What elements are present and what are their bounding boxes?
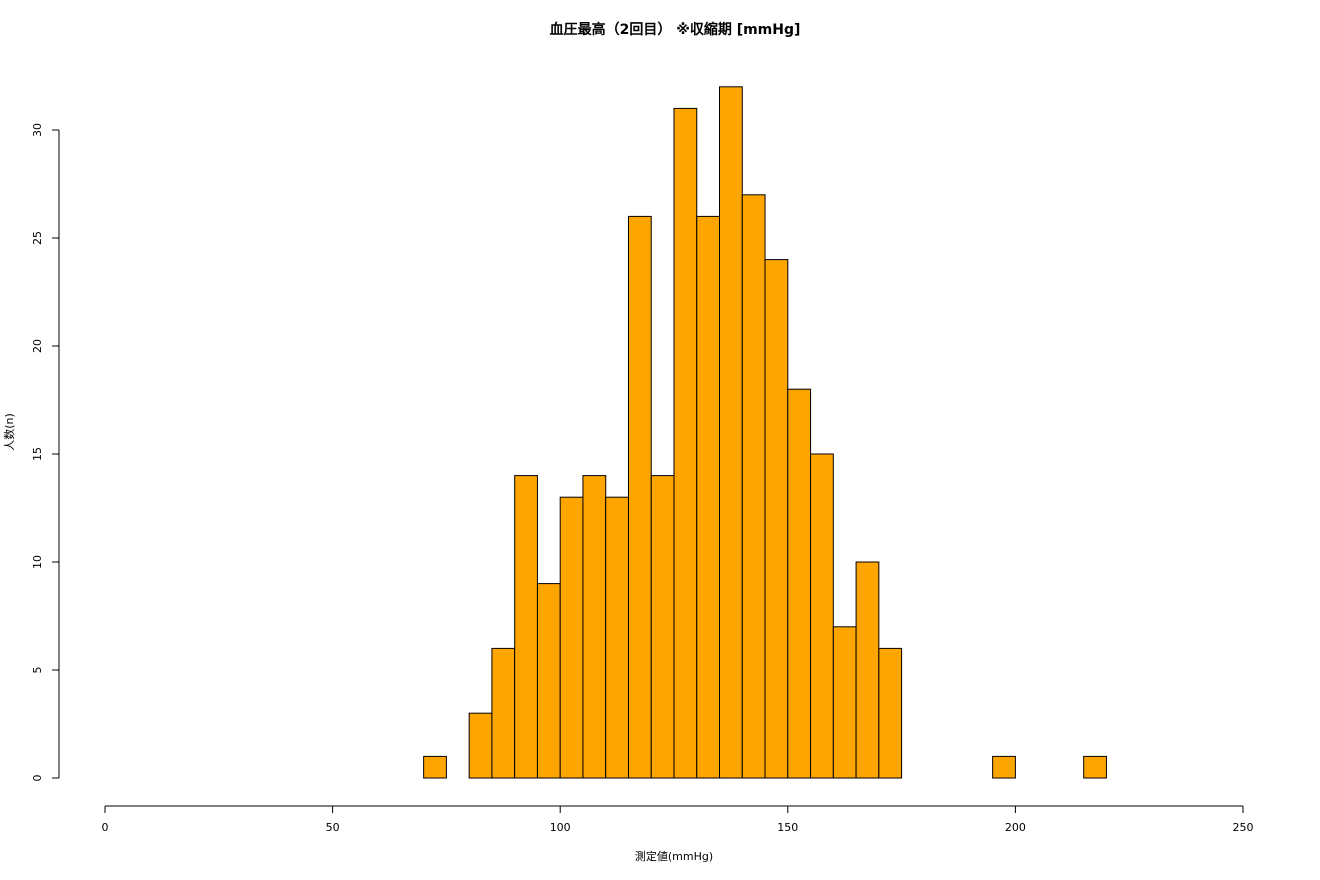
x-tick-label: 100 <box>550 821 571 834</box>
bar <box>719 86 743 779</box>
x-tick-label: 50 <box>326 821 340 834</box>
bar <box>992 755 1016 779</box>
bar <box>468 712 493 779</box>
bar <box>423 755 447 779</box>
x-tick-label: 0 <box>102 821 109 834</box>
bar <box>605 496 629 779</box>
bar <box>627 215 652 779</box>
y-tick-label: 25 <box>31 231 44 245</box>
y-tick-label: 10 <box>31 555 44 569</box>
y-tick-label: 30 <box>31 123 44 137</box>
bar <box>1083 755 1107 779</box>
bar <box>810 453 834 779</box>
y-tick-label: 20 <box>31 339 44 353</box>
bar <box>582 475 607 779</box>
bar <box>673 107 698 779</box>
bar <box>559 496 584 779</box>
x-axis-label: 測定値(mmHg) <box>635 849 713 863</box>
y-tick-label: 0 <box>31 775 44 782</box>
y-tick-label: 5 <box>31 667 44 674</box>
bar <box>491 647 516 779</box>
y-axis-label: 人数(n) <box>3 413 16 451</box>
x-tick-label: 250 <box>1233 821 1254 834</box>
x-tick-label: 150 <box>777 821 798 834</box>
bar <box>741 194 766 779</box>
bar <box>878 647 903 779</box>
y-tick-label: 15 <box>31 447 44 461</box>
bar <box>536 583 561 779</box>
bar <box>650 475 675 779</box>
bar <box>514 475 538 779</box>
bar <box>696 215 721 779</box>
bar <box>787 388 812 779</box>
bar <box>832 626 857 779</box>
bar <box>855 561 880 779</box>
x-tick-label: 200 <box>1005 821 1026 834</box>
chart-title: 血圧最高（2回目） ※収縮期 [mmHg] <box>550 21 801 38</box>
bar <box>764 259 789 779</box>
